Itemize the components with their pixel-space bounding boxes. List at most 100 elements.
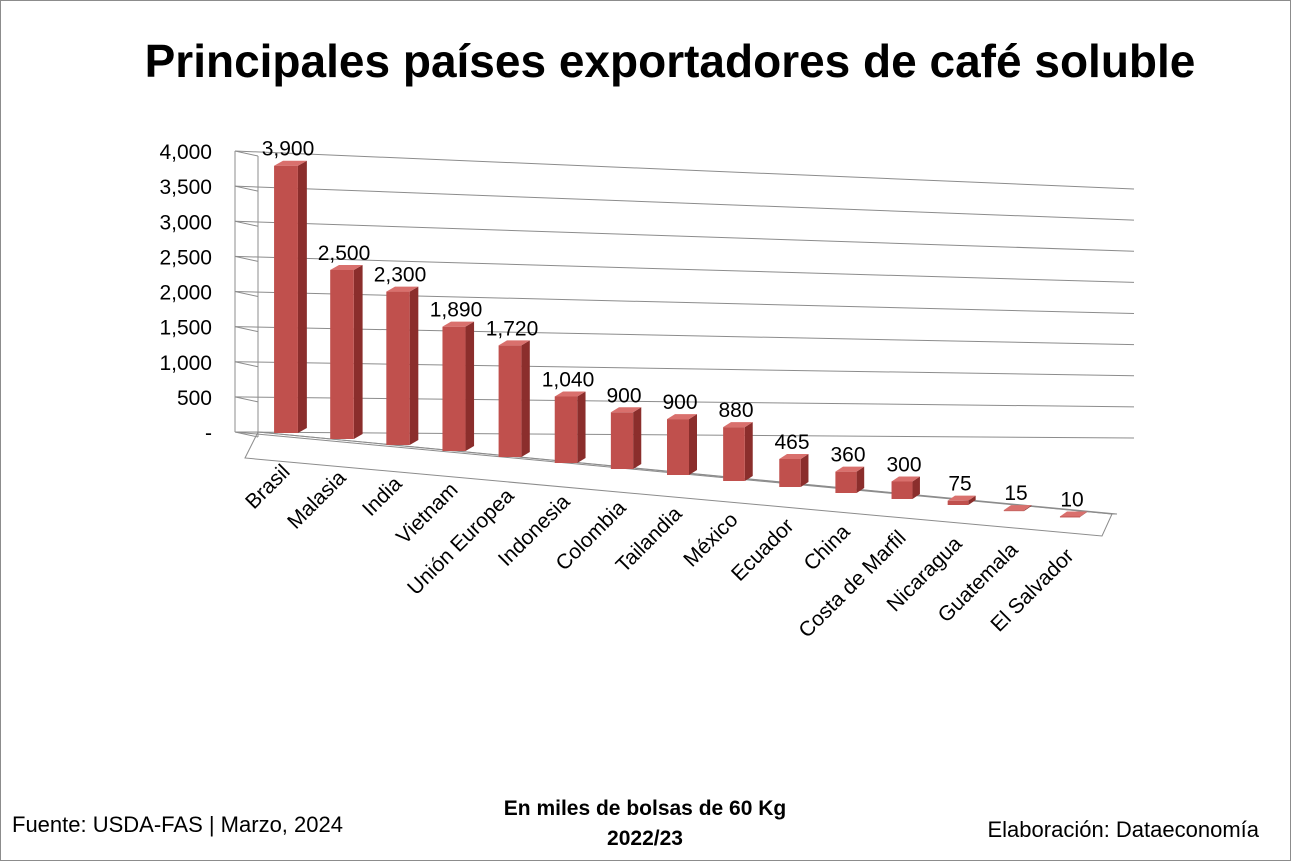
bar	[610, 412, 634, 469]
data-label: 75	[948, 473, 971, 496]
bar	[1059, 516, 1081, 518]
bar	[274, 165, 298, 433]
units-line-1: En miles de bolsas de 60 Kg	[503, 797, 787, 820]
data-label: 2,500	[318, 242, 371, 265]
x-tick-label: Unión Europea	[403, 484, 519, 600]
bar-top	[610, 407, 642, 413]
bar-top	[947, 495, 976, 501]
floor	[244, 431, 1113, 537]
gridline	[234, 185, 1135, 221]
bar	[723, 427, 745, 481]
y-tick-label: 3,500	[159, 176, 212, 199]
bar-top	[442, 321, 475, 327]
x-tick-label: India	[358, 472, 407, 521]
bar-top	[1059, 511, 1088, 517]
y-tick-label: -	[205, 422, 212, 445]
bar-side	[744, 422, 753, 481]
wall-gridline	[234, 291, 259, 297]
gridline	[234, 361, 1135, 377]
data-label: 1,040	[542, 368, 595, 391]
y-tick-label: 500	[177, 387, 212, 410]
bar	[947, 500, 969, 505]
y-tick-label: 4,000	[159, 141, 212, 164]
data-label: 2,300	[374, 264, 427, 287]
bar-side	[521, 340, 530, 457]
x-tick-label: Costa de Marfil	[794, 526, 910, 642]
bar-side	[689, 414, 697, 475]
bar-top	[723, 422, 753, 428]
gridline	[234, 291, 1135, 314]
bar-top	[1003, 505, 1032, 511]
data-label: 300	[886, 453, 921, 476]
bar	[779, 458, 801, 487]
bar-side	[409, 286, 419, 445]
bar	[442, 326, 466, 451]
bar-side	[297, 160, 307, 433]
y-tick-label: 3,000	[159, 211, 212, 234]
bar-top	[835, 466, 865, 472]
y-tick-label: 1,500	[159, 317, 212, 340]
gridlines	[234, 150, 1135, 439]
bar	[386, 291, 410, 445]
bar	[1003, 510, 1025, 512]
units-line-2: 2022/23	[607, 827, 683, 850]
bar-top	[779, 453, 809, 459]
x-tick-label: China	[799, 520, 854, 575]
bar-top	[554, 391, 586, 397]
wall-gridline	[234, 185, 259, 192]
wall-gridline	[234, 396, 259, 403]
bar-side	[353, 264, 363, 439]
bar-top	[330, 264, 363, 270]
credit-note: Elaboración: Dataeconomía	[987, 817, 1260, 842]
gridline	[234, 326, 1135, 346]
bar-side	[912, 476, 920, 499]
y-tick-label: 2,000	[159, 282, 212, 305]
wall-gridline	[234, 255, 259, 262]
bar-side	[800, 453, 809, 487]
x-tick-label: Brasil	[241, 460, 294, 513]
bar-top	[498, 340, 530, 346]
data-label: 15	[1004, 482, 1027, 505]
gridline	[234, 150, 1135, 190]
data-label: 880	[718, 399, 753, 422]
chart-title: Principales países exportadores de café …	[144, 35, 1196, 87]
bar-side	[968, 495, 976, 505]
bar	[667, 419, 689, 475]
bar-top	[274, 160, 307, 166]
wall-gridline	[234, 361, 259, 368]
data-label: 900	[606, 384, 641, 407]
bar-top	[891, 476, 920, 482]
axes	[234, 151, 1118, 537]
bar-side	[633, 407, 642, 469]
x-tick-label: México	[679, 508, 742, 571]
y-tick-labels: - 500 1,000 1,500 2,000 2,500 3,000 3,500 4,000	[159, 141, 212, 445]
data-label: 360	[830, 444, 865, 467]
y-tick-label: 1,000	[159, 352, 212, 375]
data-label: 3,900	[262, 138, 315, 161]
bar	[554, 396, 578, 463]
bar-side	[1024, 505, 1032, 511]
data-label: 465	[774, 431, 809, 454]
bar	[330, 269, 354, 439]
bar-side	[856, 466, 865, 493]
bar-top	[386, 286, 419, 292]
bar	[835, 471, 857, 493]
bar-top	[667, 414, 697, 420]
bar	[891, 481, 913, 499]
data-label: 10	[1060, 488, 1083, 511]
units-note: En miles de bolsas de 60 Kg 2022/23	[430, 794, 860, 854]
wall-gridline	[234, 326, 259, 333]
source-note: Fuente: USDA-FAS | Marzo, 2024	[12, 812, 343, 837]
gridline	[234, 396, 1135, 408]
gridline	[234, 255, 1135, 283]
bar-side	[577, 391, 586, 463]
data-label: 1,720	[486, 317, 539, 340]
bar-side	[465, 321, 475, 451]
data-label: 1,890	[430, 299, 483, 322]
bar	[498, 345, 522, 457]
wall-gridline	[234, 150, 259, 157]
gridline	[234, 220, 1135, 252]
